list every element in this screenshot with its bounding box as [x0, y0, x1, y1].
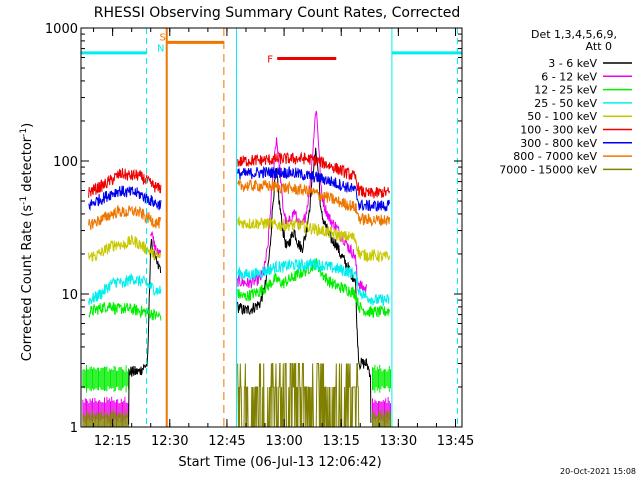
y-tick-label: 100	[53, 155, 78, 170]
night-label: N	[157, 43, 164, 54]
series-line-50-100-kev	[88, 216, 390, 263]
flat-band-12-25-kev	[372, 364, 391, 393]
legend-header-1: Det 1,3,4,5,6,9,	[531, 28, 617, 41]
series-line-800-7000-kev	[88, 179, 390, 231]
saa-label: S	[160, 32, 166, 43]
x-axis-label: Start Time (06-Jul-13 12:06:42)	[178, 455, 381, 470]
plot-frame	[80, 27, 463, 428]
y-tick-label: 1	[70, 421, 78, 436]
x-tick-label: 13:00	[265, 434, 302, 449]
flat-band-7000-15000-kev	[82, 409, 129, 427]
y-axis-label-part: detector	[20, 136, 35, 196]
x-tick-label: 12:30	[151, 434, 188, 449]
chart-title: RHESSI Observing Summary Count Rates, Co…	[94, 5, 460, 21]
legend-label-6-12-kev: 6 - 12 keV	[541, 70, 597, 83]
series-line-25-50-kev	[88, 258, 390, 307]
y-tick-label: 10	[61, 288, 78, 303]
legend-label-800-7000-kev: 800 - 7000 keV	[513, 150, 597, 163]
y-axis-label-sup: -1	[19, 128, 29, 137]
legend-label-25-50-kev: 25 - 50 keV	[534, 97, 597, 110]
flare-label: F	[267, 54, 273, 65]
flat-band-7000-15000-kev	[372, 409, 391, 427]
y-axis-label-sup: -1	[19, 196, 29, 205]
x-tick-label: 12:45	[208, 434, 245, 449]
x-tick-label: 12:15	[94, 434, 131, 449]
legend-label-7000-15000-kev: 7000 - 15000 keV	[499, 163, 597, 176]
legend-label-12-25-kev: 12 - 25 keV	[534, 84, 597, 97]
legend-label-300-800-kev: 300 - 800 keV	[520, 137, 597, 150]
x-tick-label: 13:45	[437, 434, 474, 449]
y-axis-label: Corrected Count Rate (s-1 detector-1)	[19, 123, 35, 361]
legend-label-3-6-kev: 3 - 6 keV	[548, 57, 597, 70]
series-line-300-800-kev	[88, 166, 390, 212]
legend-label-50-100-kev: 50 - 100 keV	[527, 110, 597, 123]
flat-band-12-25-kev	[82, 364, 129, 393]
plot-area: SN F	[81, 28, 462, 428]
series-line-100-300-kev	[88, 151, 390, 199]
y-axis-label-part: Corrected Count Rate (s	[20, 205, 35, 362]
legend-header-2: Att 0	[586, 40, 612, 53]
x-tick-label: 13:15	[322, 434, 359, 449]
axes: 1 10 100 1000 12:15 12:30 12:45 13:00 13:15 13:30…	[45, 22, 474, 449]
legend-label-100-300-kev: 100 - 300 keV	[520, 124, 597, 137]
x-tick-label: 13:30	[380, 434, 417, 449]
timestamp: 20-Oct-2021 15:08	[560, 467, 636, 476]
y-tick-label: 1000	[45, 22, 78, 37]
y-axis-label-part: )	[20, 123, 35, 128]
